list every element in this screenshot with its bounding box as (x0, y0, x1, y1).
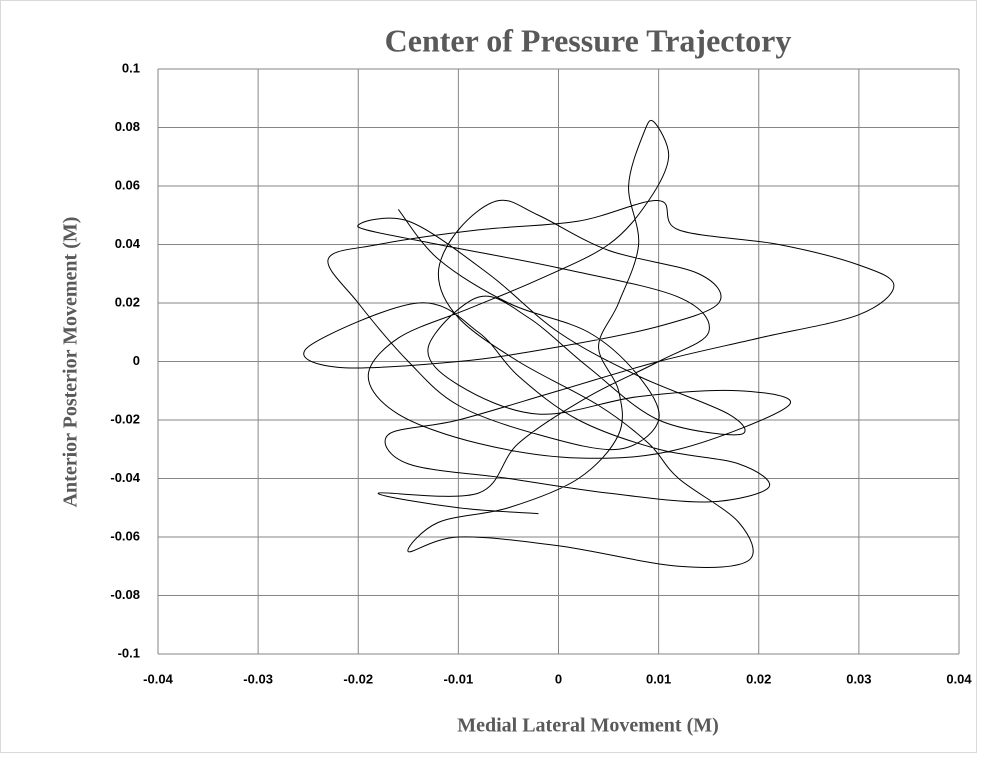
chart-title: Center of Pressure Trajectory (385, 22, 792, 58)
x-tick-label: 0.04 (946, 671, 972, 686)
y-tick-label: -0.02 (110, 411, 140, 426)
x-tick-label: -0.01 (444, 671, 474, 686)
y-axis-label: Anterior Posterior Movement (M) (60, 217, 82, 508)
y-tick-label: 0.1 (122, 60, 140, 75)
x-tick-label: 0.03 (846, 671, 871, 686)
y-tick-label: -0.1 (118, 645, 140, 660)
x-tick-label: -0.02 (343, 671, 373, 686)
y-tick-label: 0.08 (115, 119, 140, 134)
y-tick-label: -0.08 (110, 587, 140, 602)
x-tick-label: 0.01 (646, 671, 671, 686)
chart-border (0, 0, 977, 753)
x-tick-label: -0.03 (243, 671, 273, 686)
y-tick-label: -0.04 (110, 470, 140, 485)
y-tick-label: 0 (133, 353, 140, 368)
trajectory-line (303, 119, 895, 568)
x-tick-label: 0.02 (746, 671, 771, 686)
x-tick-label: 0 (555, 671, 562, 686)
y-tick-label: 0.02 (115, 294, 140, 309)
y-tick-label: -0.06 (110, 528, 140, 543)
y-tick-label: 0.04 (115, 236, 141, 251)
x-tick-label: -0.04 (143, 671, 173, 686)
x-axis-label: Medial Lateral Movement (M) (457, 715, 719, 737)
y-tick-label: 0.06 (115, 177, 140, 192)
